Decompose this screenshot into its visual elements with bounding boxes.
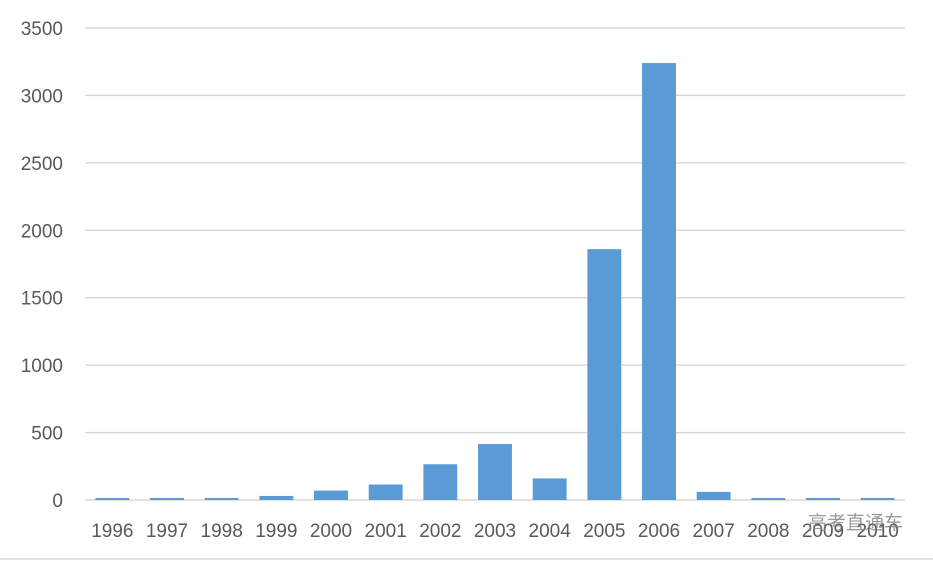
x-tick-label: 1997	[146, 521, 188, 542]
x-tick-label: 1998	[201, 521, 243, 542]
watermark-text: 高考直通车	[807, 512, 903, 534]
x-tick-label: 2005	[583, 521, 625, 542]
x-tick-label: 2000	[310, 521, 352, 542]
x-tick-label: 2008	[747, 521, 789, 542]
bar-1996	[95, 497, 130, 500]
bar-2009	[806, 497, 840, 500]
bar-2002	[423, 464, 458, 500]
x-tick-label: 2001	[365, 521, 407, 542]
y-tick-label: 0	[52, 491, 63, 512]
y-tick-label: 2000	[21, 221, 63, 242]
x-tick-label: 2006	[638, 521, 680, 542]
x-tick-label: 2002	[419, 521, 461, 542]
y-tick-label: 3000	[21, 86, 63, 107]
x-tick-label: 1996	[91, 521, 133, 542]
y-axis-labels: 0 500 1000 1500 2000 2500 3000 3500	[21, 19, 63, 512]
gridlines	[85, 27, 905, 501]
x-tick-label: 2010	[857, 521, 899, 542]
bar-2003	[478, 444, 512, 500]
bar-2006	[642, 63, 676, 500]
bar-2010	[860, 497, 895, 500]
x-tick-label: 2007	[693, 521, 735, 542]
bar-2001	[368, 484, 403, 500]
x-tick-label: 2009	[802, 521, 844, 542]
y-tick-label: 3500	[21, 19, 63, 40]
bar-2000	[314, 490, 348, 500]
y-tick-label: 1000	[21, 356, 63, 377]
bar-2008	[751, 497, 786, 500]
bar-2004	[532, 478, 567, 500]
x-tick-label: 1999	[255, 521, 297, 542]
bar-1998	[204, 497, 239, 500]
y-tick-label: 1500	[21, 289, 63, 310]
bar-2007	[696, 491, 731, 500]
x-tick-label: 2004	[529, 521, 572, 542]
bottom-divider	[0, 558, 933, 560]
bar-1999	[259, 495, 294, 500]
y-tick-label: 2500	[21, 154, 63, 175]
bar-2005	[587, 249, 622, 500]
bar-1997	[150, 497, 184, 500]
bars	[95, 63, 895, 500]
y-tick-label: 500	[31, 424, 63, 445]
x-axis-labels: 1996 1997 1998 1999 2000 2001 2002 2003 2004 2005…	[91, 521, 899, 542]
x-tick-label: 2003	[474, 521, 516, 542]
